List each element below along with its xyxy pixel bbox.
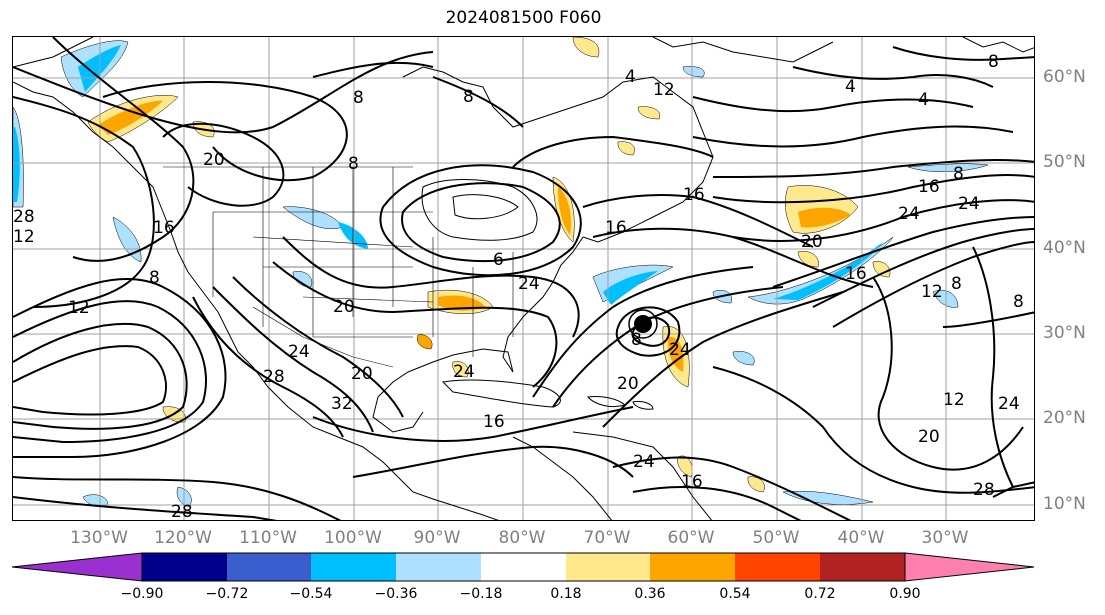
colorbar-segment bbox=[735, 553, 820, 581]
colorbar-tick: −0.18 bbox=[459, 586, 503, 602]
coastlines bbox=[13, 37, 1034, 520]
shading-layer bbox=[13, 37, 989, 508]
lon-label: 90°W bbox=[413, 528, 461, 548]
lon-label: 120°W bbox=[154, 528, 212, 548]
colorbar-tick: −0.90 bbox=[120, 586, 164, 602]
colorbar-tick: 0.18 bbox=[550, 586, 582, 602]
colorbar-tick: 0.72 bbox=[804, 586, 836, 602]
contour-label: 20 bbox=[617, 374, 639, 394]
contour-label: 12 bbox=[13, 227, 35, 247]
colorbar-segment bbox=[311, 553, 396, 581]
colorbar-tick: −0.72 bbox=[205, 586, 249, 602]
lon-label: 50°W bbox=[752, 528, 800, 548]
contour-lines bbox=[13, 37, 1034, 520]
contour-label: 20 bbox=[801, 232, 823, 252]
contour-label: 8 bbox=[631, 330, 642, 350]
lon-label: 80°W bbox=[498, 528, 546, 548]
contour-label: 8 bbox=[953, 164, 964, 184]
contour-label: 28 bbox=[171, 502, 193, 521]
colorbar-segment bbox=[227, 553, 311, 581]
map-canvas: 8 4 4 8 4 8 8 20 8 16 16 16 16 12 8 12 8… bbox=[13, 37, 1034, 521]
colorbar-tick: 0.54 bbox=[719, 586, 751, 602]
contour-label: 24 bbox=[288, 342, 310, 362]
contour-label: 28 bbox=[13, 207, 35, 227]
contour-label: 20 bbox=[351, 364, 373, 384]
contour-label: 8 bbox=[348, 154, 359, 174]
contour-label: 12 bbox=[653, 80, 675, 100]
contour-label: 8 bbox=[988, 52, 999, 72]
contour-label: 12 bbox=[921, 282, 943, 302]
contour-label: 24 bbox=[998, 394, 1020, 414]
lon-label: 130°W bbox=[70, 528, 128, 548]
contour-label: 16 bbox=[683, 185, 705, 205]
storm-center-marker bbox=[634, 315, 652, 333]
contour-label: 20 bbox=[333, 297, 355, 317]
contour-label: 24 bbox=[518, 274, 540, 294]
contour-label: 4 bbox=[625, 67, 636, 87]
contour-label: 24 bbox=[958, 194, 980, 214]
colorbar-segment bbox=[566, 553, 650, 581]
colorbar-segment bbox=[481, 553, 566, 581]
lat-label: 60°N bbox=[1043, 67, 1086, 87]
contour-label: 24 bbox=[633, 452, 655, 472]
contour-label: 16 bbox=[681, 472, 703, 492]
contour-label: 8 bbox=[463, 87, 474, 107]
lat-label: 50°N bbox=[1043, 152, 1086, 172]
colorbar-segment bbox=[142, 553, 227, 581]
contour-label: 16 bbox=[483, 412, 505, 432]
colorbar-tick: −0.54 bbox=[289, 586, 333, 602]
contour-label: 4 bbox=[845, 77, 856, 97]
colorbar-tick: 0.90 bbox=[889, 586, 921, 602]
map-title: 2024081500 F060 bbox=[445, 8, 602, 28]
lon-label: 30°W bbox=[921, 528, 969, 548]
contour-label: 6 bbox=[493, 250, 504, 270]
contour-label: 16 bbox=[153, 218, 175, 238]
contour-label: 16 bbox=[605, 218, 627, 238]
colorbar-extend-min bbox=[12, 552, 143, 582]
colorbar-segment bbox=[396, 553, 481, 581]
contour-label: 24 bbox=[669, 340, 691, 360]
lat-label: 20°N bbox=[1043, 408, 1086, 428]
lon-label: 40°W bbox=[837, 528, 885, 548]
colorbar-segment bbox=[650, 553, 735, 581]
contour-label: 20 bbox=[918, 427, 940, 447]
lon-label: 70°W bbox=[583, 528, 631, 548]
lat-label: 40°N bbox=[1043, 238, 1086, 258]
lon-label: 100°W bbox=[324, 528, 382, 548]
lat-label: 10°N bbox=[1043, 494, 1086, 514]
contour-label: 4 bbox=[918, 90, 929, 110]
contour-label: 16 bbox=[845, 264, 867, 284]
colorbar-tick: −0.36 bbox=[374, 586, 418, 602]
contour-label: 28 bbox=[263, 367, 285, 387]
contour-label: 8 bbox=[951, 274, 962, 294]
contour-label: 32 bbox=[331, 394, 353, 414]
colorbar-tick: 0.36 bbox=[634, 586, 666, 602]
lat-label: 30°N bbox=[1043, 323, 1086, 343]
map-panel: 8 4 4 8 4 8 8 20 8 16 16 16 16 12 8 12 8… bbox=[12, 36, 1035, 521]
colorbar bbox=[12, 552, 1035, 582]
lon-label: 60°W bbox=[667, 528, 715, 548]
contour-label: 12 bbox=[68, 298, 90, 318]
contour-label: 28 bbox=[973, 480, 995, 500]
colorbar-extend-max bbox=[904, 552, 1035, 582]
contour-label: 8 bbox=[353, 88, 364, 108]
contour-label: 24 bbox=[898, 204, 920, 224]
lon-label: 110°W bbox=[239, 528, 297, 548]
contour-label: 8 bbox=[149, 268, 160, 288]
contour-label: 20 bbox=[203, 150, 225, 170]
contour-label: 12 bbox=[943, 390, 965, 410]
contour-label: 8 bbox=[1013, 292, 1024, 312]
colorbar-segment bbox=[820, 553, 905, 581]
contour-label: 24 bbox=[453, 362, 475, 382]
contour-label: 16 bbox=[918, 177, 940, 197]
contour-labels: 8 4 4 8 4 8 8 20 8 16 16 16 16 12 8 12 8… bbox=[13, 52, 1024, 521]
